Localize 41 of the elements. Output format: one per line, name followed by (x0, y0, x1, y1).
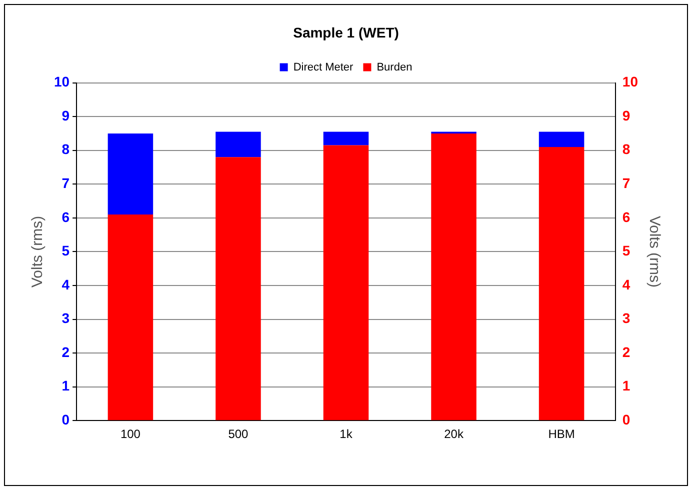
x-tick-label: HBM (548, 427, 575, 442)
legend-label: Direct Meter (293, 61, 354, 74)
y-tick-label: 5 (62, 242, 70, 259)
y-tick-label: 2 (62, 344, 70, 360)
bar (108, 133, 154, 215)
bar (431, 133, 476, 420)
bar (216, 157, 261, 420)
y-tick-label: 8 (62, 141, 70, 158)
y2-tick-label: 8 (622, 141, 630, 158)
y2-tick-label: 5 (622, 242, 630, 259)
x-tick-label: 100 (120, 427, 141, 442)
y2-tick-label: 4 (622, 276, 630, 292)
y2-tick-label: 9 (622, 107, 630, 124)
bar (216, 132, 261, 158)
y-tick-label: 10 (54, 74, 70, 90)
bar (538, 132, 584, 147)
y-axis-title: Volts (rms) (29, 216, 46, 288)
x-tick-label: 20k (444, 427, 464, 442)
y2-axis-title: Volts (rms) (646, 216, 663, 288)
y-tick-label: 6 (62, 208, 70, 225)
y-tick-label: 7 (62, 175, 70, 191)
chart-title: Sample 1 (WET) (293, 24, 399, 40)
y-tick-label: 4 (62, 276, 70, 292)
bar (323, 132, 369, 146)
x-tick-label: 500 (228, 427, 249, 442)
y2-tick-label: 3 (622, 310, 630, 326)
bar (538, 146, 584, 420)
y2-tick-label: 2 (622, 344, 630, 360)
y-tick-label: 9 (62, 107, 70, 124)
y2-tick-label: 7 (622, 175, 630, 191)
legend-label: Burden (376, 61, 412, 74)
y2-tick-label: 6 (622, 208, 630, 225)
x-tick-label: 1k (340, 427, 354, 442)
y-tick-label: 1 (62, 378, 70, 394)
y-tick-label: 3 (62, 310, 70, 326)
bar (323, 145, 369, 420)
y2-tick-label: 1 (622, 378, 630, 394)
y-tick-label: 0 (62, 411, 70, 428)
y2-tick-label: 0 (622, 411, 630, 428)
y2-tick-label: 10 (622, 74, 638, 90)
bar (108, 214, 154, 420)
